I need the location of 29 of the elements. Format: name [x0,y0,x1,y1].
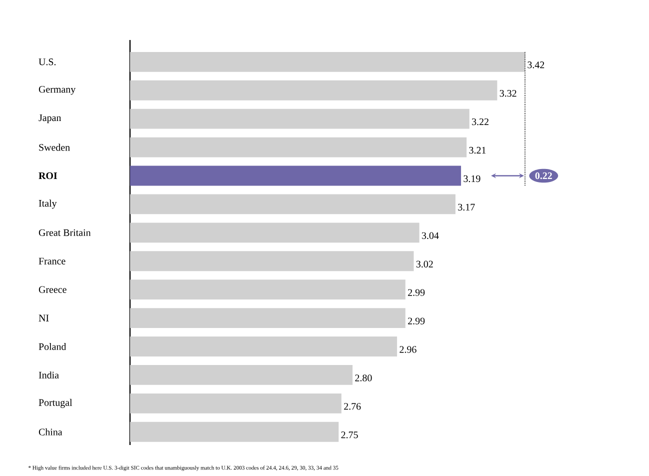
data-label: 3.32 [500,90,516,97]
y-tick-label: India [38,371,59,378]
data-label: 2.99 [408,289,425,296]
y-tick-label: ROI [38,172,58,180]
y-tick-label: China [38,428,62,436]
data-label: 3.04 [422,232,439,240]
data-label: 3.19 [464,175,480,182]
y-tick-label: France [38,258,66,264]
y-tick-label: Portugal [38,398,72,408]
data-label: 2.96 [400,346,416,353]
y-tick-label: Great Britain [38,229,91,236]
data-label: 3.42 [528,62,544,68]
data-label: 2.75 [341,432,358,438]
text: 0.22 [535,172,552,180]
y-tick-label: Sweden [39,144,70,151]
data-label: 2.99 [408,318,425,324]
y-tick-label: Japan [38,114,62,124]
y-tick-label: NI [38,314,49,322]
data-label: 2.76 [344,403,361,410]
data-label: 2.80 [355,374,372,382]
data-label: 3.21 [469,146,486,154]
y-tick-label: Germany [38,86,76,95]
data-label: 3.17 [458,204,475,211]
data-label: 3.02 [416,260,433,268]
data-label: 3.22 [472,118,488,126]
y-tick-label: Greece [38,286,66,293]
y-tick-label: Poland [38,343,66,350]
y-tick-label: U.S. [38,58,56,66]
y-tick-label: Italy [38,200,57,209]
